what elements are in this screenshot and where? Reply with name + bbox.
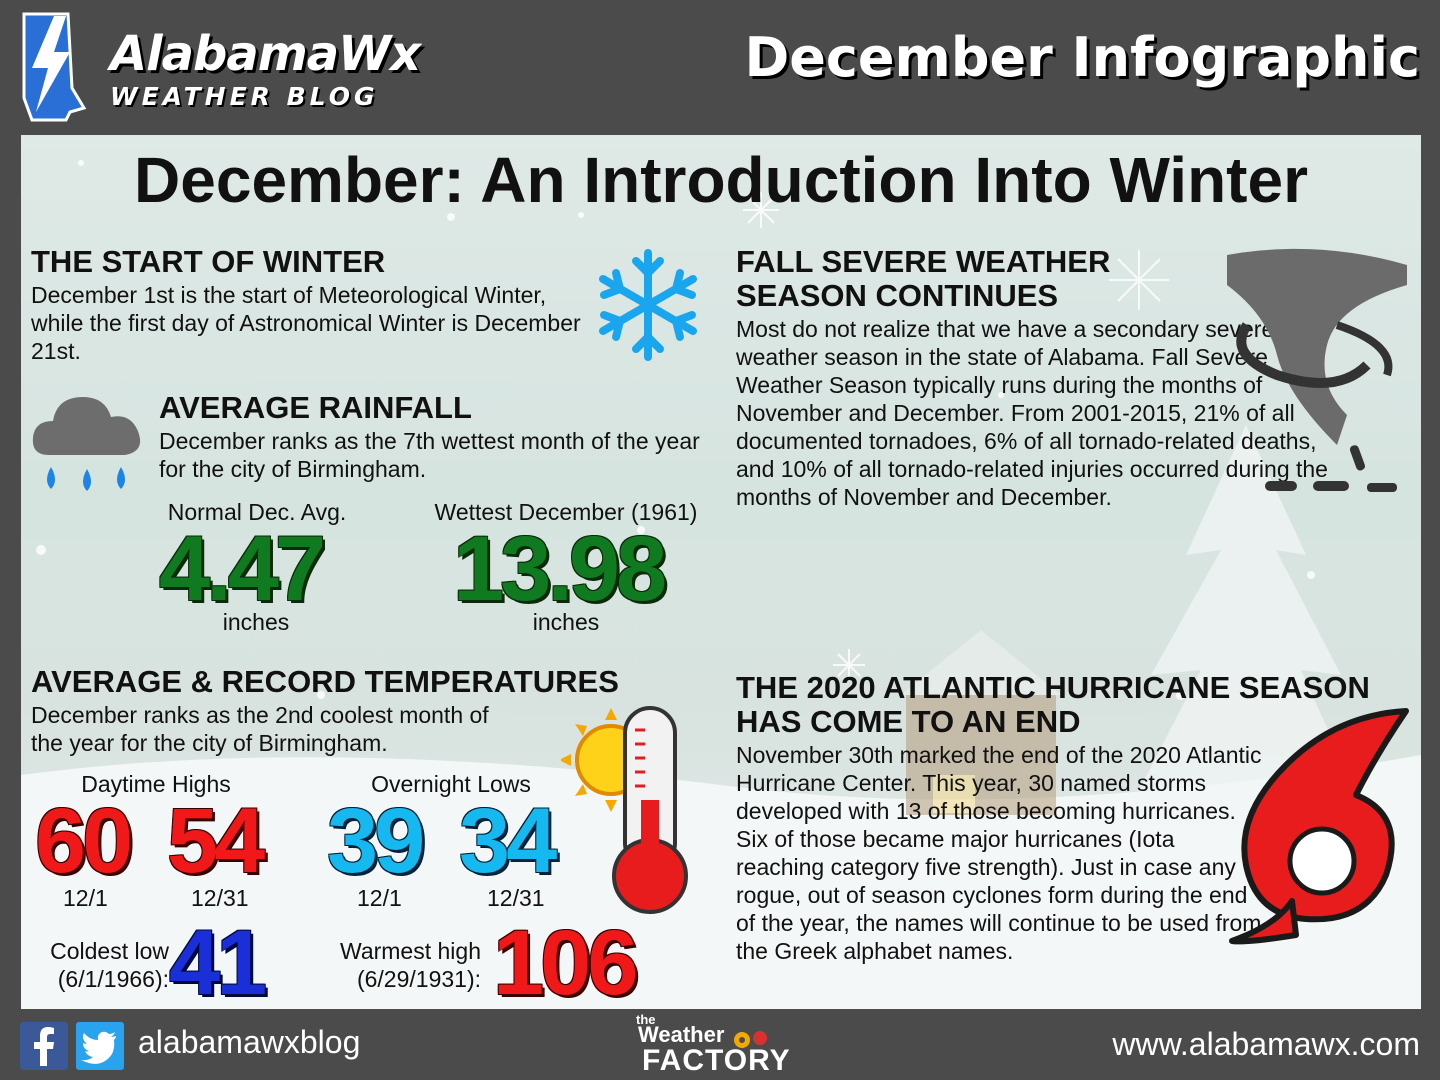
severe-heading-line1: FALL SEVERE WEATHER <box>736 244 1111 279</box>
weather-factory-logo[interactable]: the Weather FACTORY <box>630 1012 810 1078</box>
low-end-date: 12/31 <box>487 885 545 911</box>
warmest-high-label-line2: (6/29/1931): <box>356 966 481 992</box>
low-start-date: 12/1 <box>357 885 402 911</box>
logo-title: AlabamaWx <box>110 26 421 82</box>
hurricane-heading-line2: HAS COME TO AN END <box>736 704 1081 739</box>
twitter-icon[interactable] <box>76 1022 124 1070</box>
sun-thermometer-icon <box>561 706 688 914</box>
rainfall-text: December ranks as the 7th wettest month … <box>159 428 700 482</box>
hurricane-text: November 30th marked the end of the 2020… <box>736 742 1262 964</box>
low-end-value: 34 <box>459 790 557 892</box>
warmest-high-label: Warmest high (6/29/1931): <box>321 937 481 993</box>
gear-icon <box>734 1031 767 1048</box>
sponsor-mid-text: Weather <box>638 1022 725 1047</box>
content-panel: December: An Introduction Into Winter TH… <box>21 135 1421 1009</box>
rain-cloud-icon <box>32 397 141 491</box>
temperatures-text: December ranks as the 2nd coolest month … <box>31 702 489 756</box>
logo-subtitle: WEATHER BLOG <box>110 82 379 111</box>
wettest-value: 13.98 <box>453 518 667 620</box>
coldest-low-label-line1: Coldest low <box>50 938 169 964</box>
low-start-value: 39 <box>327 790 425 892</box>
wettest-label: Wettest December (1961) <box>434 499 698 525</box>
start-of-winter-heading: THE START OF WINTER <box>31 244 386 279</box>
high-start-date: 12/1 <box>63 885 108 911</box>
alabamawx-logo[interactable]: AlabamaWx WEATHER BLOG <box>10 8 440 126</box>
severe-text: Most do not realize that we have a secon… <box>736 316 1328 510</box>
normal-avg-label: Normal Dec. Avg. <box>167 499 347 525</box>
social-handle[interactable]: alabamawxblog <box>138 1024 361 1060</box>
winter-background <box>21 160 1421 1009</box>
severe-heading-line2: SEASON CONTINUES <box>736 278 1059 313</box>
temperatures-heading: AVERAGE & RECORD TEMPERATURES <box>31 664 619 699</box>
normal-avg-value: 4.47 <box>159 518 326 620</box>
page-title: December Infographic <box>744 26 1420 89</box>
rainfall-heading: AVERAGE RAINFALL <box>159 390 472 425</box>
high-end-date: 12/31 <box>191 885 249 911</box>
coldest-low-label-line2: (6/1/1966): <box>57 966 169 992</box>
sponsor-small-text: the <box>636 1012 656 1027</box>
hurricane-icon <box>1229 708 1409 945</box>
coldest-low-value: 41 <box>169 912 267 1009</box>
facebook-icon[interactable] <box>20 1022 68 1070</box>
start-of-winter-text: December 1st is the start of Meteorologi… <box>31 282 581 364</box>
normal-avg-unit: inches <box>222 609 290 635</box>
website-link[interactable]: www.alabamawx.com <box>1112 1026 1420 1062</box>
hurricane-heading-line1: THE 2020 ATLANTIC HURRICANE SEASON <box>736 670 1370 705</box>
wettest-unit: inches <box>532 609 600 635</box>
alabama-lightning-icon <box>22 12 87 122</box>
coldest-low-label: Coldest low (6/1/1966): <box>29 937 169 993</box>
warmest-high-label-line1: Warmest high <box>339 938 481 964</box>
main-title: December: An Introduction Into Winter <box>134 144 1308 216</box>
sponsor-big-text: FACTORY <box>642 1044 791 1077</box>
overnight-lows-label: Overnight Lows <box>371 771 531 797</box>
high-end-value: 54 <box>167 790 265 892</box>
snowflake-icon <box>599 249 697 361</box>
tornado-icon <box>1227 248 1407 492</box>
daytime-highs-label: Daytime Highs <box>81 771 231 797</box>
warmest-high-value: 106 <box>493 912 638 1009</box>
high-start-value: 60 <box>35 790 133 892</box>
